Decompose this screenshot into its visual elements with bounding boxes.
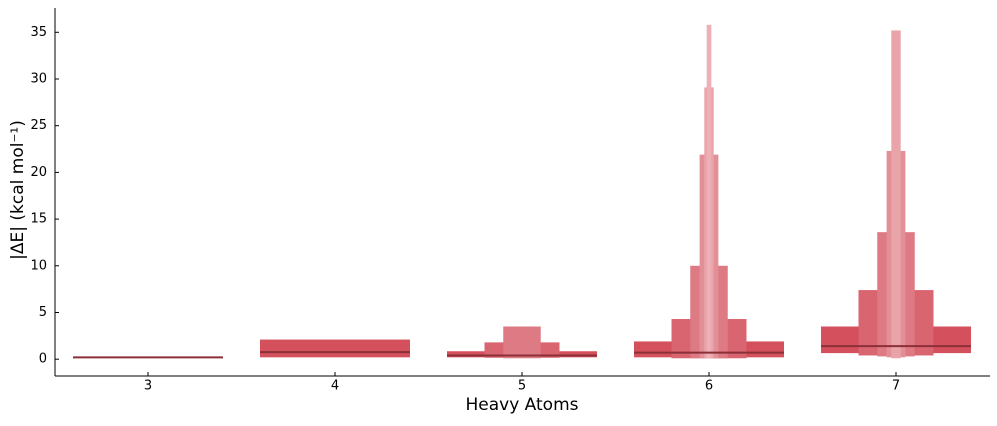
x-tick-label: 4 [331, 379, 339, 394]
letter-value-box [503, 326, 541, 359]
y-tick-label: 25 [30, 118, 47, 133]
x-tick-label: 6 [705, 379, 713, 394]
y-tick-label: 20 [30, 165, 47, 180]
letter-value-box [706, 24, 712, 359]
x-tick-label: 7 [892, 379, 900, 394]
x-tick-label: 3 [144, 379, 152, 394]
y-tick-label: 10 [30, 258, 47, 273]
y-tick-label: 30 [30, 71, 47, 86]
y-tick-label: 5 [39, 305, 47, 320]
y-axis-label: |ΔE| (kcal mol⁻¹) [8, 120, 28, 260]
letter-value-box [891, 30, 901, 359]
x-tick-label: 5 [518, 379, 526, 394]
letter-value-box [260, 339, 410, 358]
x-axis-label: Heavy Atoms [466, 395, 579, 415]
y-tick-label: 0 [39, 352, 47, 367]
y-tick-label: 15 [30, 212, 47, 227]
y-tick-label: 35 [30, 25, 47, 40]
